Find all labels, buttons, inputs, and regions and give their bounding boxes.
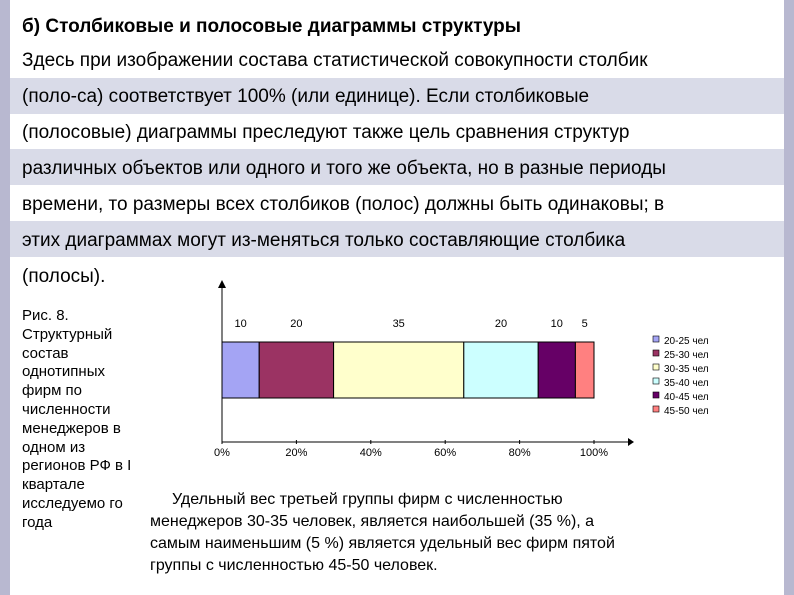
bar-segment — [221, 341, 260, 399]
legend-entry: 45-50 чел — [664, 406, 709, 417]
bar-segment — [537, 341, 576, 399]
legend-swatch — [652, 363, 660, 371]
stripe-band — [10, 149, 784, 185]
slide-title: б) Столбиковые и полосовые диаграммы стр… — [22, 16, 522, 37]
intro-line: (полосы). — [22, 266, 106, 287]
legend-swatch — [652, 377, 660, 385]
left-border — [0, 0, 10, 595]
x-tick-label: 80% — [509, 447, 531, 459]
intro-line: Здесь при изображении состава статистиче… — [22, 50, 648, 71]
x-tick-label: 20% — [285, 447, 307, 459]
bar-segment — [574, 341, 595, 399]
data-label: 35 — [393, 318, 405, 330]
data-label: 10 — [234, 318, 246, 330]
intro-line: (полосовые) диаграммы преследуют также ц… — [22, 122, 630, 143]
legend-swatch — [652, 391, 660, 399]
legend-entry: 20-25 чел — [664, 336, 709, 347]
figure-caption: Рис. 8. Структурный состав однотипных фи… — [22, 307, 132, 531]
data-label: 10 — [551, 318, 563, 330]
bar-segment — [258, 341, 335, 399]
x-axis-arrow — [628, 438, 634, 446]
stripe-band — [10, 221, 784, 257]
legend-swatch — [652, 349, 660, 357]
legend-entry: 25-30 чел — [664, 350, 709, 361]
bar-segment — [333, 341, 465, 399]
chart-panel: 10 20 35 20 10 5 0% 20% 40% 60% 80% 100% 20-25 чел 25… — [143, 270, 768, 466]
conclusion-note: Удельный вес третьей группы фирм с числе… — [150, 489, 760, 577]
data-label: 20 — [495, 318, 507, 330]
stripe-band — [10, 78, 784, 114]
legend-entry: 30-35 чел — [664, 364, 709, 375]
legend-swatch — [652, 405, 660, 413]
legend-swatch — [652, 335, 660, 343]
right-border — [784, 0, 794, 595]
y-axis-arrow — [218, 280, 226, 288]
note-line: Удельный вес третьей группы фирм с числе… — [172, 491, 563, 508]
structure-bar-chart: 10 20 35 20 10 5 0% 20% 40% 60% 80% 100% 20-25 чел 25… — [214, 280, 709, 459]
note-line: самым наименьшим (5 %) является удельный… — [150, 535, 615, 552]
note-line: менеджеров 30-35 человек, является наибо… — [150, 513, 595, 530]
x-tick-label: 0% — [214, 447, 230, 459]
x-tick-label: 100% — [580, 447, 608, 459]
x-tick-label: 60% — [434, 447, 456, 459]
bar-segment — [463, 341, 539, 399]
note-line: группы с численностью 45-50 человек. — [150, 557, 438, 574]
intro-line: различных объектов или одного и того же … — [22, 158, 666, 179]
data-label: 5 — [582, 318, 588, 330]
legend-entry: 40-45 чел — [664, 392, 709, 403]
legend-entry: 35-40 чел — [664, 378, 709, 389]
data-label: 20 — [290, 318, 302, 330]
intro-line: времени, то размеры всех столбиков (поло… — [22, 194, 665, 215]
x-tick-label: 40% — [360, 447, 382, 459]
intro-line: (поло-са) соответствует 100% (или единиц… — [22, 86, 590, 107]
intro-line: этих диаграммах могут из-меняться только… — [22, 230, 626, 251]
